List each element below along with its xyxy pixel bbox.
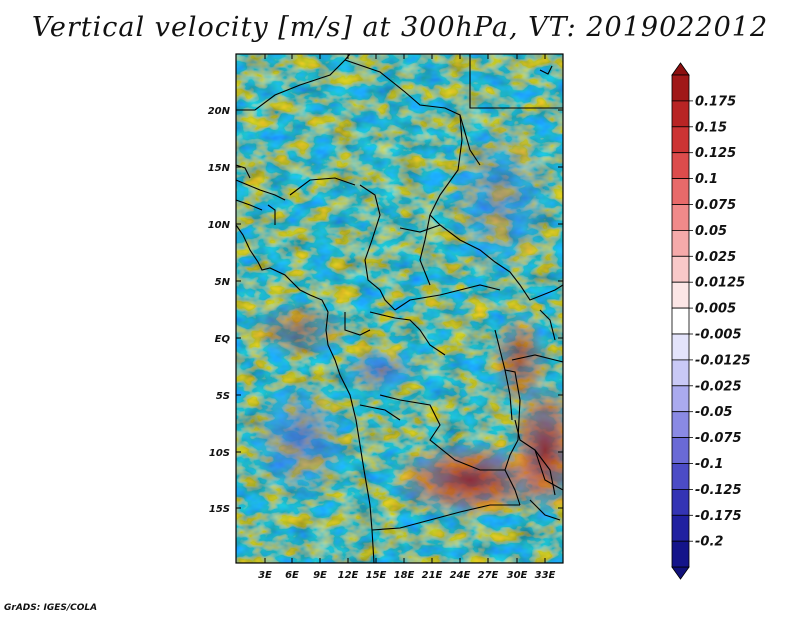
lon-tick-label: 15E: [366, 570, 387, 581]
colorbar-segment: [671, 307, 690, 335]
colorbar-label: -0.125: [695, 483, 742, 498]
colorbar-label: 0.005: [695, 302, 736, 317]
credit-label: GrADS: IGES/COLA: [4, 603, 98, 613]
lon-tick-label: 27E: [478, 570, 499, 581]
colorbar-segment: [671, 126, 690, 154]
colorbar-label: -0.175: [695, 509, 742, 524]
colorbar-segment: [671, 229, 690, 257]
lon-tick-label: 9E: [313, 570, 327, 581]
colorbar-label: -0.1: [695, 457, 723, 472]
colorbar-bottom-arrow: [671, 566, 690, 580]
colorbar-segment: [671, 437, 690, 464]
colorbar-segment: [671, 281, 690, 309]
colorbar-top-arrow: [671, 62, 690, 76]
colorbar-segment: [671, 488, 690, 516]
lon-tick-label: 18E: [394, 570, 415, 581]
colorbar-label: 0.125: [695, 146, 736, 161]
lon-tick-label: 33E: [535, 570, 556, 581]
colorbar-label: 0.05: [695, 224, 727, 239]
colorbar-segment: [671, 359, 690, 387]
colorbar-segment: [671, 514, 690, 542]
lat-tick-label: 15S: [209, 504, 230, 515]
lat-tick-label: 15N: [208, 163, 231, 174]
lat-tick-label: 10S: [209, 448, 230, 459]
map-panel: 20N 15N 10N 5N EQ 5S 10S 15S 3E 6E 9E 12E 15E 18E 21E…: [208, 53, 564, 581]
colorbar-segment: [671, 411, 690, 439]
colorbar-label: 0.1: [695, 172, 718, 187]
lat-tick-label: 5S: [216, 391, 230, 402]
colorbar-segment: [671, 463, 690, 490]
colorbar-label: 0.175: [695, 94, 736, 109]
lon-tick-label: 12E: [338, 570, 359, 581]
colorbar-label: -0.05: [695, 405, 732, 420]
colorbar-label: 0.025: [695, 250, 736, 265]
lon-tick-label: 6E: [285, 570, 299, 581]
colorbar-segment: [671, 152, 690, 179]
map-frame: [235, 53, 564, 564]
colorbar-segment: [671, 74, 690, 102]
longitude-axis: 3E 6E 9E 12E 15E 18E 21E 24E 27E 30E 33E: [258, 54, 556, 581]
vertical-velocity-field: [236, 54, 563, 563]
lat-tick-label: 10N: [208, 220, 231, 231]
latitude-axis: 20N 15N 10N 5N EQ 5S 10S 15S: [208, 106, 563, 515]
colorbar-segment: [671, 100, 690, 128]
colorbar-segment: [671, 540, 690, 568]
chart-title: Vertical velocity [m/s] at 300hPa, VT: 2…: [31, 12, 769, 43]
lon-tick-label: 24E: [450, 570, 471, 581]
colorbar-segment: [671, 178, 690, 205]
colorbar-segment: [671, 333, 690, 361]
colorbar-label: -0.0125: [695, 353, 751, 368]
lon-tick-label: 21E: [422, 570, 443, 581]
colorbar-label: 0.075: [695, 198, 736, 213]
colorbar-label: -0.2: [695, 535, 723, 550]
country-boundaries: [236, 54, 563, 563]
colorbar-label: -0.005: [695, 328, 742, 343]
lat-tick-label: EQ: [215, 334, 231, 345]
lon-tick-label: 30E: [507, 570, 528, 581]
colorbar-segment: [671, 255, 690, 283]
colorbar-segment: [671, 204, 690, 231]
lon-tick-label: 3E: [258, 570, 272, 581]
colorbar: 0.175 0.15 0.125 0.1 0.075 0.05 0.025 0.0125 0.0…: [671, 62, 751, 580]
lat-tick-label: 5N: [215, 277, 231, 288]
colorbar-label: -0.075: [695, 431, 742, 446]
colorbar-label: -0.025: [695, 379, 742, 394]
colorbar-label: 0.0125: [695, 276, 745, 291]
lat-tick-label: 20N: [208, 106, 231, 117]
colorbar-segment: [671, 385, 690, 413]
colorbar-label: 0.15: [695, 120, 727, 135]
